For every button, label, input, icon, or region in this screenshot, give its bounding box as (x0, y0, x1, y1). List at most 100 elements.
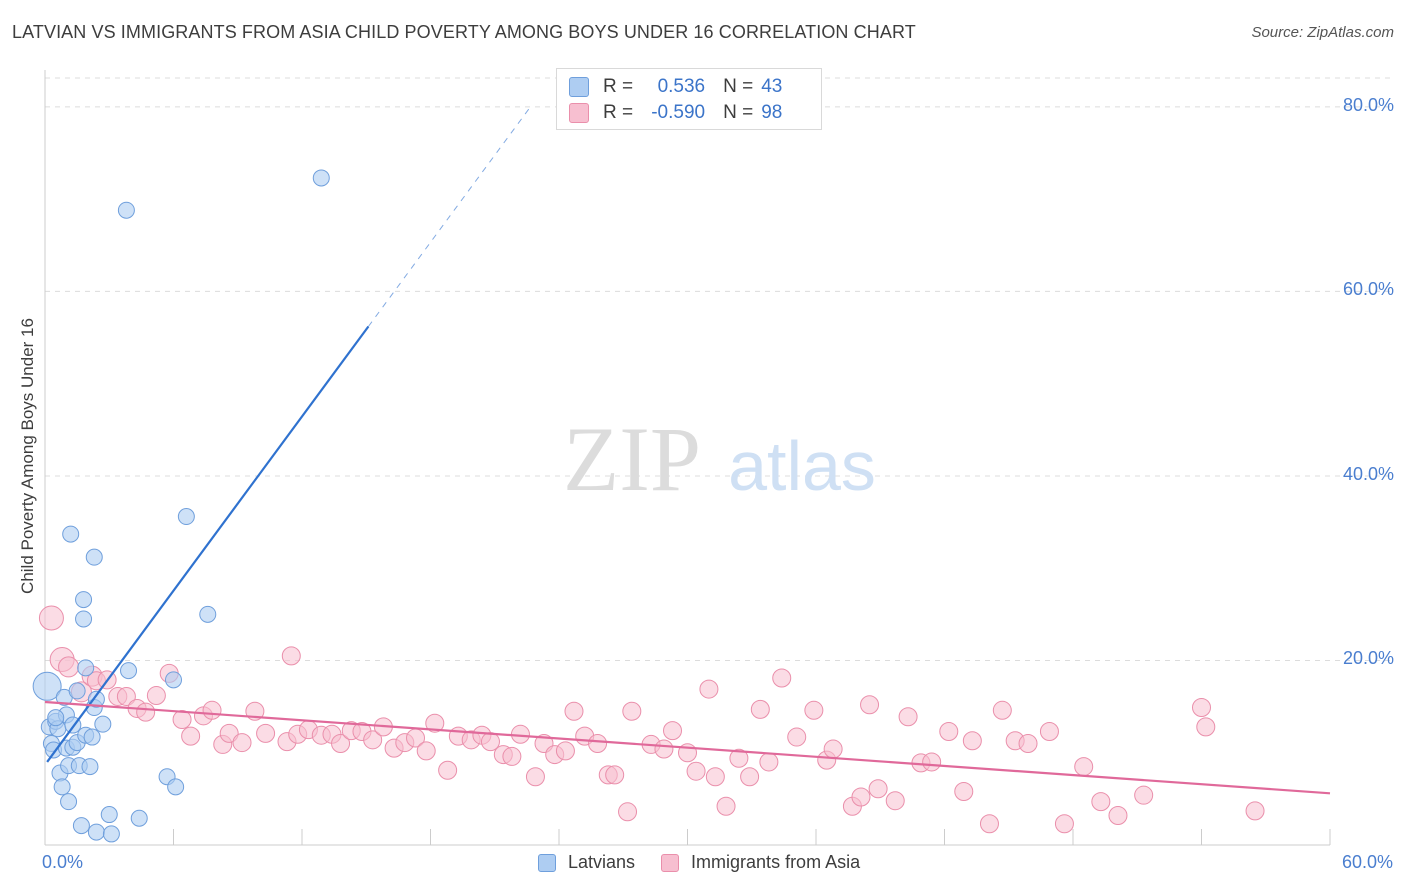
asia-point (38, 605, 64, 631)
asia-point (256, 723, 276, 743)
latvians-point (75, 591, 93, 609)
latvians-point (77, 659, 95, 677)
asia-point (232, 733, 252, 753)
y-tick-label: 60.0% (1342, 279, 1394, 300)
asia-point (502, 746, 522, 766)
asia-point (823, 739, 843, 759)
legend-label-latvians: Latvians (568, 852, 636, 872)
asia-swatch (661, 853, 680, 872)
latvians-point (72, 817, 90, 835)
asia-point (588, 734, 608, 754)
latvians-point (85, 548, 103, 566)
grid-lines (45, 77, 1392, 661)
latvians-point (83, 728, 101, 746)
series-asia-points (38, 605, 1265, 834)
latvians-point (62, 525, 80, 543)
r-label: R = (603, 76, 634, 97)
latvians-point (81, 758, 99, 776)
correlation-legend: R = 0.536 N = 43 R = -0.590 N = 98 (556, 68, 822, 130)
asia-point (699, 679, 719, 699)
asia-point (898, 707, 918, 727)
latvians-point (32, 671, 62, 701)
asia-point (860, 695, 880, 715)
asia-point (425, 713, 445, 733)
asia-point (331, 734, 351, 754)
asia-swatch (569, 103, 589, 123)
asia-trend-line (44, 700, 1331, 795)
asia-point (555, 741, 575, 761)
latvians-point (199, 605, 217, 623)
asia-point (686, 761, 706, 781)
latvians-point (60, 793, 78, 811)
latvians-point (100, 806, 118, 824)
latvians-point (117, 201, 135, 219)
trend-lines (44, 108, 1331, 795)
asia-point (954, 781, 974, 801)
asia-point (281, 646, 301, 666)
asia-point (172, 710, 192, 730)
asia-point (202, 700, 222, 720)
y-tick-label: 20.0% (1342, 648, 1394, 669)
asia-point (136, 702, 156, 722)
asia-point (759, 752, 779, 772)
y-tick-label: 80.0% (1342, 94, 1394, 115)
asia-point (922, 752, 942, 772)
asia-point (622, 701, 642, 721)
latvians-point (68, 682, 86, 700)
asia-point (146, 686, 166, 706)
asia-point (663, 721, 683, 741)
asia-point (654, 739, 674, 759)
latvians-point (87, 823, 105, 841)
asia-point (716, 796, 736, 816)
asia-point (1196, 717, 1216, 737)
asia-point (363, 730, 383, 750)
asia-point (1192, 698, 1211, 718)
asia-point (1245, 801, 1265, 821)
latvians-point (130, 809, 148, 827)
latvians-point (312, 169, 330, 187)
n-value: 98 (761, 102, 783, 123)
chart-title: LATVIAN VS IMMIGRANTS FROM ASIA CHILD PO… (12, 22, 916, 42)
latvians-point (120, 662, 138, 680)
legend-label-asia: Immigrants from Asia (691, 852, 861, 872)
latvians-point (177, 508, 195, 526)
latvians-point (75, 610, 93, 628)
asia-point (740, 767, 760, 787)
asia-point (525, 767, 545, 787)
asia-point (219, 723, 239, 743)
asia-point (868, 779, 888, 799)
asia-point (1134, 785, 1154, 805)
x-tick-label-max: 60.0% (1341, 852, 1393, 872)
asia-point (58, 656, 80, 678)
asia-point (705, 767, 725, 787)
asia-point (750, 699, 770, 719)
asia-point (564, 701, 584, 721)
legend-item-latvians: Latvians (538, 852, 635, 873)
asia-point (979, 814, 999, 834)
latvians-point (102, 825, 120, 843)
asia-point (729, 748, 749, 768)
asia-point (804, 700, 824, 720)
asia-point (851, 787, 871, 807)
asia-point (618, 802, 638, 822)
r-label: R = (603, 102, 634, 123)
asia-point (1108, 805, 1128, 825)
latvians-point (167, 778, 185, 796)
latvians-swatch (538, 853, 556, 872)
y-axis-label: Child Poverty Among Boys Under 16 (18, 318, 37, 594)
asia-point (1039, 722, 1059, 742)
y-tick-label: 40.0% (1342, 463, 1394, 484)
asia-point (939, 722, 959, 742)
n-label: N = (723, 102, 754, 123)
latvians-swatch (569, 77, 589, 97)
asia-point (416, 741, 436, 761)
asia-point (772, 668, 792, 688)
r-value: -0.590 (651, 102, 706, 123)
series-legend: Latvians Immigrants from Asia (538, 852, 886, 873)
asia-point (1018, 734, 1038, 754)
asia-point (992, 700, 1012, 720)
axes (44, 70, 1331, 846)
asia-point (1054, 814, 1074, 834)
r-value: 0.536 (657, 76, 706, 97)
